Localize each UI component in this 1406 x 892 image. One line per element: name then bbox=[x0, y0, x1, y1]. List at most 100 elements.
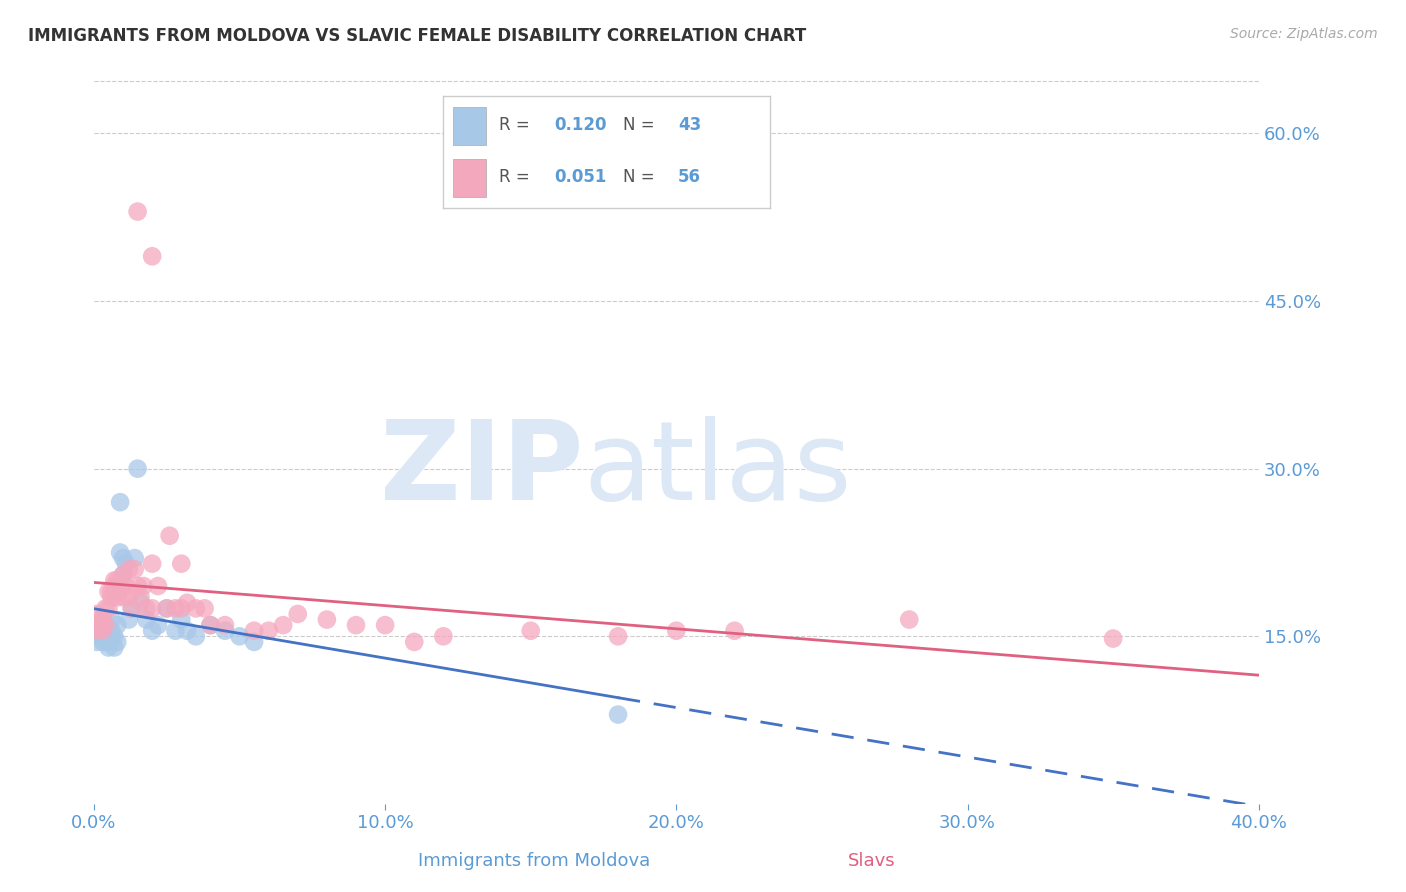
Point bbox=[94, 629, 117, 643]
Point bbox=[103, 640, 125, 655]
Point bbox=[141, 601, 163, 615]
Point bbox=[97, 635, 120, 649]
Point bbox=[127, 204, 149, 219]
Point bbox=[108, 579, 131, 593]
Point bbox=[141, 624, 163, 638]
Point bbox=[159, 529, 181, 543]
Point bbox=[105, 591, 128, 605]
Point bbox=[89, 618, 111, 632]
Text: Slavs: Slavs bbox=[848, 852, 896, 870]
Point bbox=[105, 618, 128, 632]
Point bbox=[115, 579, 138, 593]
Point bbox=[86, 635, 108, 649]
Point bbox=[86, 607, 108, 621]
Point bbox=[135, 613, 157, 627]
Point bbox=[100, 629, 122, 643]
Point bbox=[184, 629, 207, 643]
Point bbox=[91, 624, 114, 638]
Point bbox=[170, 601, 193, 615]
Point bbox=[112, 551, 135, 566]
Point bbox=[404, 635, 426, 649]
Point bbox=[194, 601, 217, 615]
Point bbox=[287, 607, 309, 621]
Point bbox=[97, 640, 120, 655]
Point bbox=[94, 601, 117, 615]
Point bbox=[89, 613, 111, 627]
Point bbox=[165, 624, 187, 638]
Point bbox=[103, 629, 125, 643]
Point bbox=[97, 601, 120, 615]
Point bbox=[86, 624, 108, 638]
Point bbox=[91, 624, 114, 638]
Point bbox=[141, 249, 163, 263]
Text: atlas: atlas bbox=[583, 417, 852, 524]
Point bbox=[184, 601, 207, 615]
Point bbox=[112, 591, 135, 605]
Point bbox=[112, 567, 135, 582]
Point bbox=[156, 601, 179, 615]
Point bbox=[89, 629, 111, 643]
Point bbox=[146, 618, 169, 632]
Point bbox=[200, 618, 222, 632]
Point bbox=[91, 624, 114, 638]
Point bbox=[271, 618, 294, 632]
Point bbox=[105, 574, 128, 588]
Point bbox=[129, 591, 152, 605]
Text: Immigrants from Moldova: Immigrants from Moldova bbox=[418, 852, 651, 870]
Point bbox=[100, 613, 122, 627]
Point bbox=[898, 613, 921, 627]
Point bbox=[156, 601, 179, 615]
Point bbox=[100, 591, 122, 605]
Point bbox=[86, 624, 108, 638]
Point bbox=[121, 601, 143, 615]
Point bbox=[94, 618, 117, 632]
Point bbox=[97, 629, 120, 643]
Point bbox=[103, 574, 125, 588]
Point bbox=[118, 613, 141, 627]
Point bbox=[315, 613, 337, 627]
Point bbox=[115, 557, 138, 571]
Point bbox=[97, 584, 120, 599]
Point bbox=[170, 613, 193, 627]
Point bbox=[243, 635, 266, 649]
Point bbox=[118, 562, 141, 576]
Point bbox=[124, 562, 146, 576]
Point bbox=[257, 624, 280, 638]
Point bbox=[165, 601, 187, 615]
Point bbox=[374, 618, 396, 632]
Point bbox=[519, 624, 541, 638]
Point bbox=[124, 551, 146, 566]
Point bbox=[243, 624, 266, 638]
Point bbox=[344, 618, 367, 632]
Text: ZIP: ZIP bbox=[380, 417, 583, 524]
Point bbox=[89, 618, 111, 632]
Point bbox=[100, 624, 122, 638]
Point bbox=[214, 624, 236, 638]
Point bbox=[103, 579, 125, 593]
Point bbox=[1102, 632, 1125, 646]
Point bbox=[723, 624, 745, 638]
Point bbox=[91, 613, 114, 627]
Point bbox=[108, 545, 131, 559]
Point bbox=[91, 635, 114, 649]
Point bbox=[146, 579, 169, 593]
Point bbox=[121, 601, 143, 615]
Point bbox=[135, 601, 157, 615]
Point bbox=[141, 557, 163, 571]
Point bbox=[105, 635, 128, 649]
Point bbox=[170, 557, 193, 571]
Point bbox=[665, 624, 688, 638]
Point bbox=[127, 579, 149, 593]
Point bbox=[607, 629, 630, 643]
Point bbox=[118, 591, 141, 605]
Text: IMMIGRANTS FROM MOLDOVA VS SLAVIC FEMALE DISABILITY CORRELATION CHART: IMMIGRANTS FROM MOLDOVA VS SLAVIC FEMALE… bbox=[28, 27, 807, 45]
Point bbox=[127, 461, 149, 475]
Point bbox=[214, 618, 236, 632]
Point bbox=[132, 579, 155, 593]
Point bbox=[228, 629, 250, 643]
Point bbox=[94, 635, 117, 649]
Point bbox=[100, 584, 122, 599]
Point bbox=[108, 495, 131, 509]
Point bbox=[176, 596, 198, 610]
Point bbox=[607, 707, 630, 722]
